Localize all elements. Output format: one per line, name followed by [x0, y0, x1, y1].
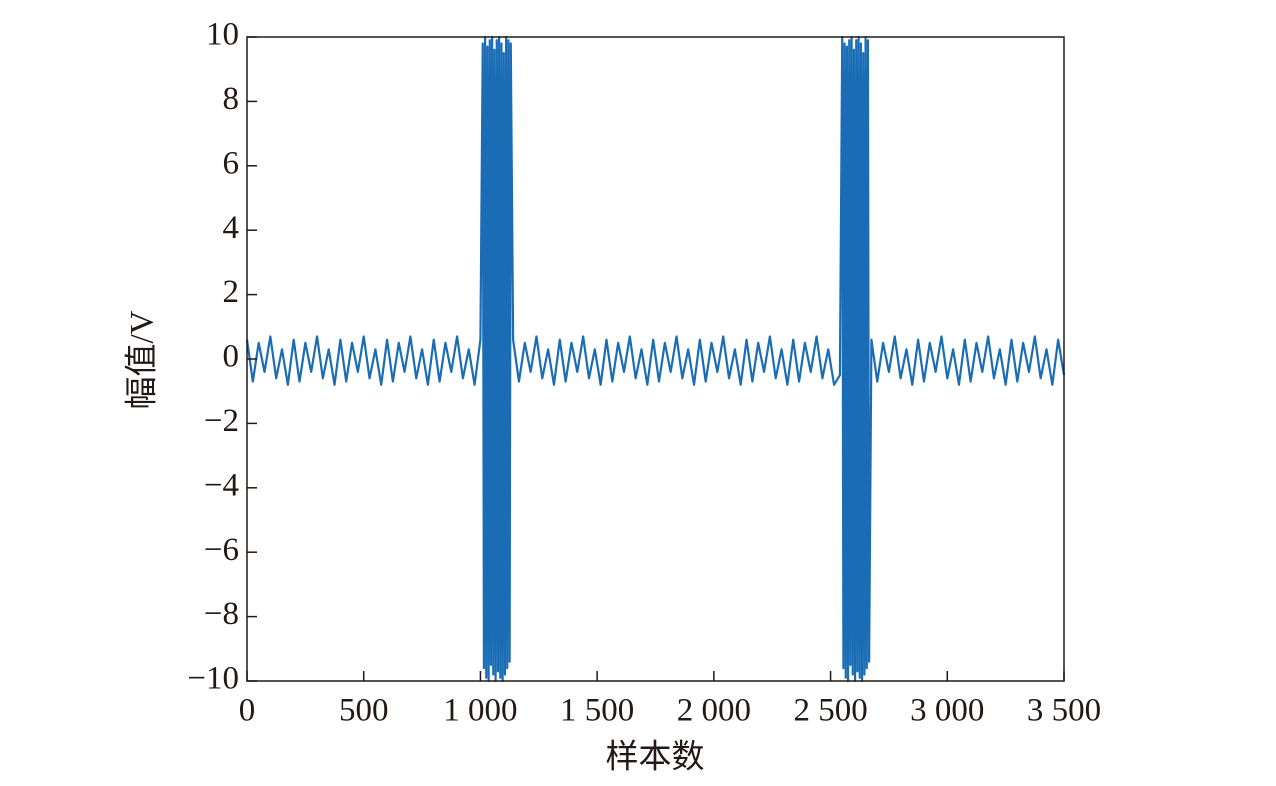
- y-tick-label: −4: [204, 467, 239, 503]
- x-axis-label: 样本数: [606, 739, 705, 776]
- y-tick-label: 4: [223, 210, 240, 246]
- x-tick-label: 1 500: [560, 693, 634, 729]
- y-tick-label: −8: [204, 596, 239, 632]
- x-tick-label: 3 000: [910, 693, 984, 729]
- x-tick-label: 500: [339, 693, 389, 729]
- y-tick-label: 10: [206, 17, 239, 53]
- x-tick-label: 0: [239, 693, 256, 729]
- signal-line: [245, 35, 1066, 683]
- y-tick-label: 0: [223, 339, 240, 375]
- y-tick-label: 2: [223, 274, 240, 310]
- x-tick-label: 2 000: [677, 693, 751, 729]
- y-axis-label: 幅值/V: [124, 310, 161, 409]
- y-tick-label: −2: [204, 403, 239, 439]
- y-tick-label: −6: [204, 532, 239, 568]
- y-tick-label: 6: [223, 145, 240, 181]
- x-tick-label: 2 500: [793, 693, 867, 729]
- x-tick-label: 1 000: [443, 693, 517, 729]
- y-tick-label: 8: [223, 81, 240, 117]
- x-tick-label: 3 500: [1027, 693, 1101, 729]
- y-tick-label: −10: [187, 661, 239, 697]
